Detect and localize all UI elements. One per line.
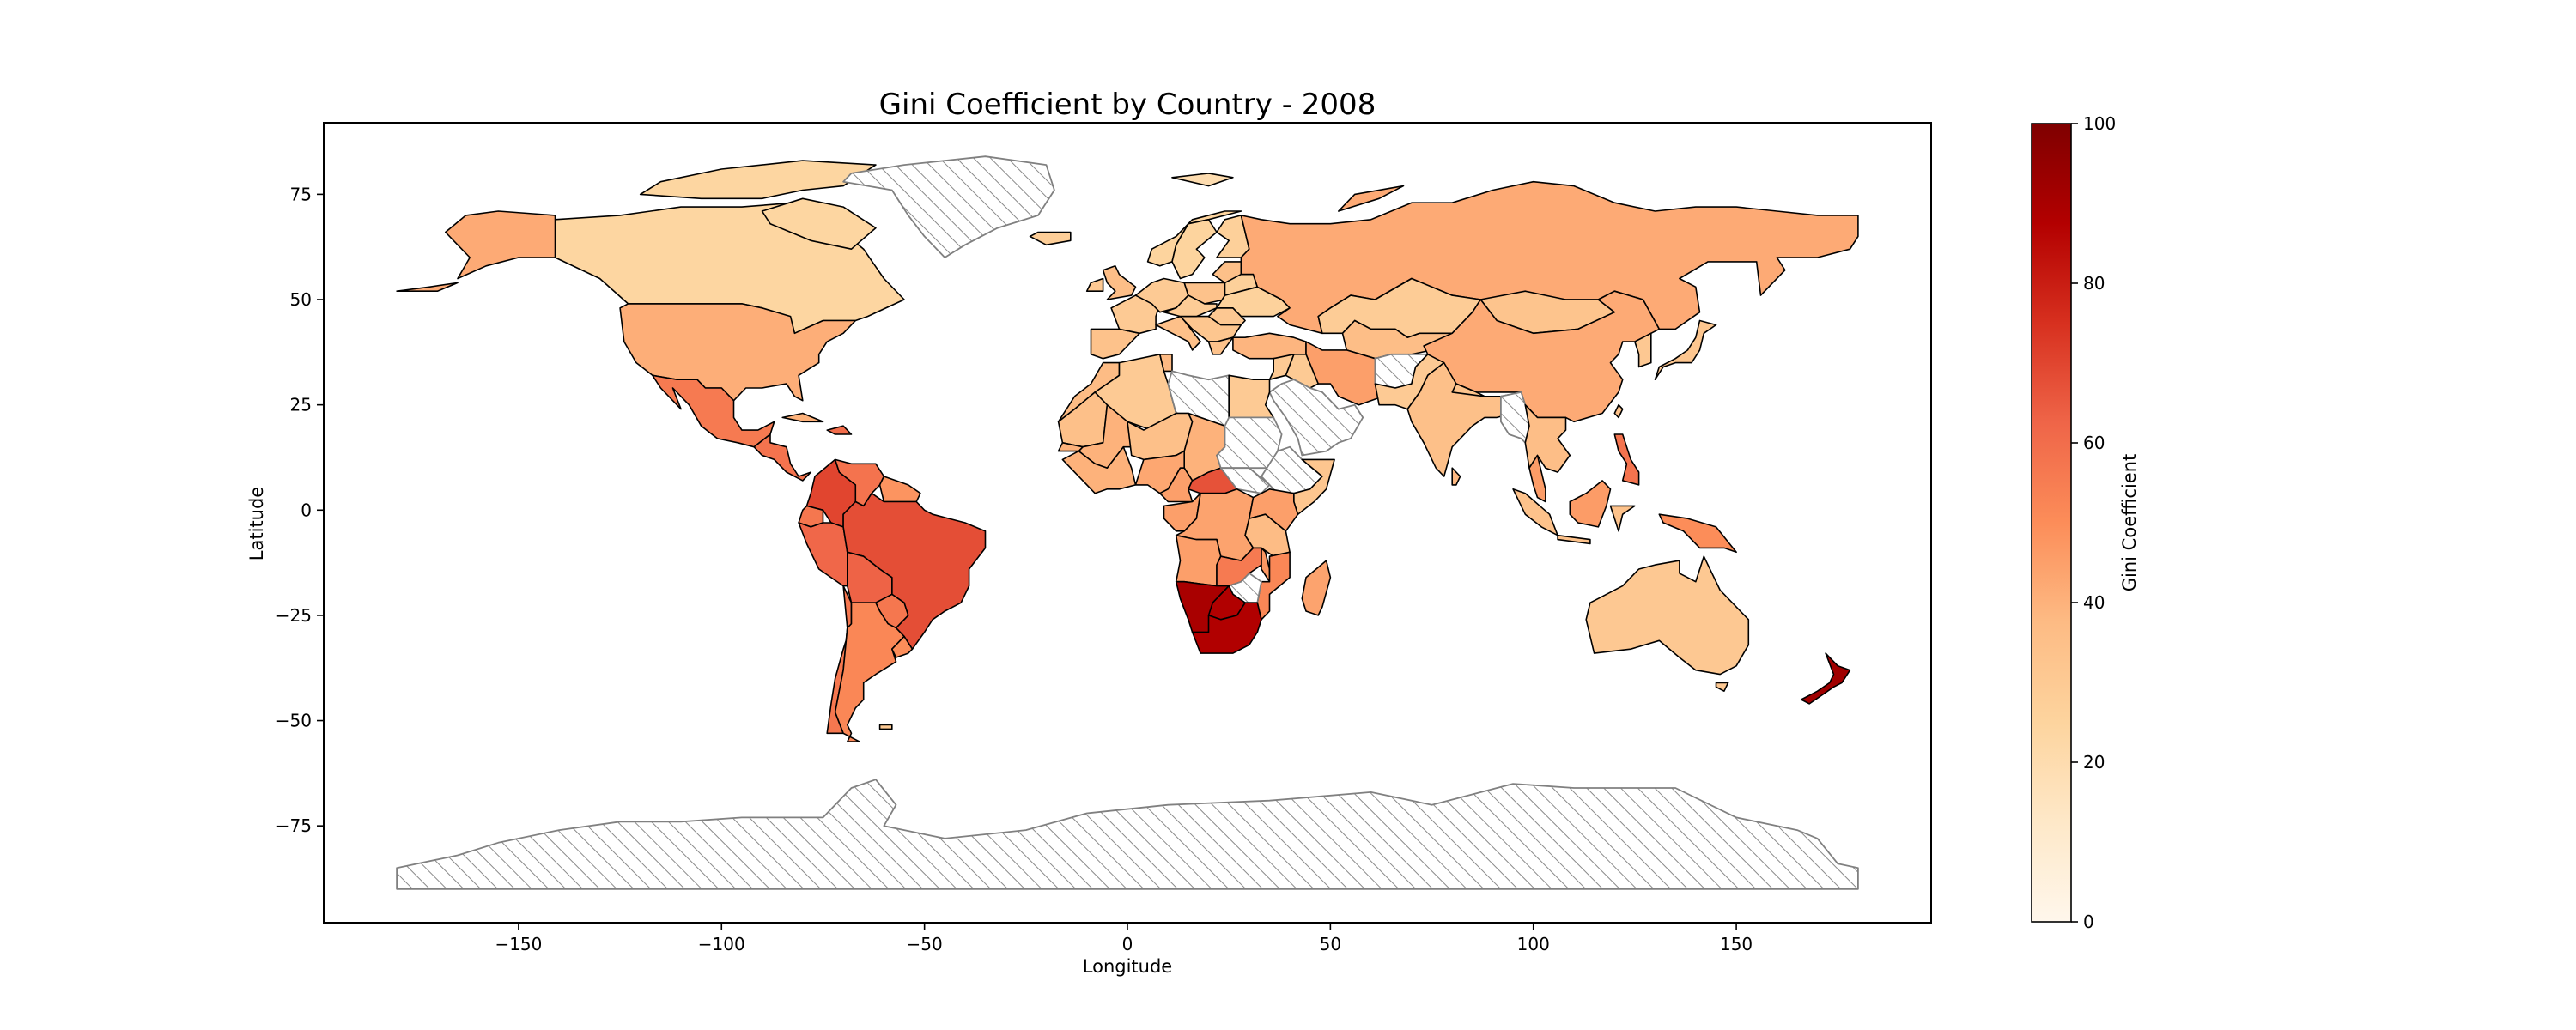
region-uruguay bbox=[891, 635, 914, 658]
region-baffin-island bbox=[761, 197, 877, 251]
region-japan bbox=[1654, 319, 1717, 381]
region-norway bbox=[1146, 210, 1242, 267]
region-west-africa bbox=[1057, 441, 1137, 494]
region-balkans bbox=[1179, 315, 1242, 342]
colorbar-tick-label: 40 bbox=[2083, 592, 2105, 613]
region-iceland bbox=[1029, 231, 1072, 246]
colorbar-label: Gini Coefficient bbox=[2119, 454, 2140, 592]
x-tick-label: −100 bbox=[698, 934, 745, 954]
colorbar-tick-label: 100 bbox=[2083, 113, 2116, 134]
chart-title: Gini Coefficient by Country - 2008 bbox=[879, 88, 1376, 122]
x-tick-label: 50 bbox=[1320, 934, 1341, 954]
x-axis-label: Longitude bbox=[1083, 956, 1172, 977]
colorbar-tick-label: 60 bbox=[2083, 433, 2105, 453]
x-tick-label: 0 bbox=[1122, 934, 1133, 954]
region-angola bbox=[1175, 534, 1222, 587]
region-argentina bbox=[834, 602, 905, 742]
region-south-africa bbox=[1191, 602, 1262, 654]
region-greece bbox=[1207, 336, 1234, 355]
region-australia bbox=[1585, 555, 1750, 676]
x-tick-label: 100 bbox=[1517, 934, 1550, 954]
region-canadian-arctic-islands bbox=[639, 160, 877, 200]
y-tick-label: 25 bbox=[290, 395, 312, 415]
region-tasmania bbox=[1715, 682, 1729, 693]
y-tick-label: 50 bbox=[290, 289, 312, 310]
region-taiwan bbox=[1613, 403, 1624, 419]
region-ireland bbox=[1085, 277, 1104, 293]
region-madagascar bbox=[1301, 560, 1332, 616]
colorbar-tick-label: 20 bbox=[2083, 752, 2105, 772]
region-korea bbox=[1634, 332, 1652, 368]
y-tick-label: 0 bbox=[301, 500, 312, 520]
region-china bbox=[1423, 290, 1661, 423]
region-alaska bbox=[444, 210, 556, 280]
region-egypt bbox=[1228, 374, 1274, 419]
region-malay-peninsula bbox=[1528, 454, 1546, 503]
region-new-guinea bbox=[1658, 513, 1737, 554]
region-antarctica bbox=[396, 779, 1859, 890]
region-guianas bbox=[878, 476, 921, 503]
region-russia bbox=[1240, 180, 1859, 335]
x-tick-label: −50 bbox=[907, 934, 943, 954]
region-indochina bbox=[1524, 403, 1571, 473]
region-cuba bbox=[781, 412, 824, 423]
region-sulawesi bbox=[1609, 505, 1636, 532]
region-sumatra bbox=[1512, 488, 1558, 536]
region-saudi-arabia bbox=[1268, 379, 1364, 457]
region-sudan bbox=[1216, 416, 1283, 470]
region-svalbard bbox=[1171, 173, 1234, 187]
region-central-america bbox=[753, 433, 812, 482]
region-middle-east bbox=[1268, 353, 1295, 381]
y-axis-ticks: 75 50 25 0 −25 −50 −75 bbox=[276, 184, 324, 836]
x-tick-label: −150 bbox=[495, 934, 542, 954]
region-sri-lanka bbox=[1451, 467, 1461, 486]
region-sweden bbox=[1171, 219, 1218, 280]
region-greenland bbox=[842, 155, 1055, 258]
region-peru bbox=[798, 522, 848, 587]
region-iberia bbox=[1090, 328, 1140, 360]
region-borneo bbox=[1569, 480, 1612, 528]
y-tick-label: −75 bbox=[276, 815, 312, 836]
colorbar-gradient bbox=[2031, 123, 2072, 923]
region-new-zealand bbox=[1800, 652, 1851, 705]
plot-area bbox=[323, 122, 1932, 924]
region-united-kingdom bbox=[1102, 264, 1137, 300]
y-tick-label: −50 bbox=[276, 711, 312, 731]
region-aleutians bbox=[396, 282, 459, 293]
region-falklands bbox=[878, 724, 893, 730]
x-axis-ticks: −150 −100 −50 0 50 100 150 bbox=[495, 923, 1753, 954]
region-mexico bbox=[652, 374, 775, 448]
colorbar-ticks: 0 20 40 60 80 100 bbox=[2071, 113, 2116, 932]
colorbar: 0 20 40 60 80 100 Gini Coefficient bbox=[2031, 113, 2140, 932]
region-nepal bbox=[1451, 383, 1485, 397]
y-axis-label: Latitude bbox=[246, 487, 267, 560]
y-tick-label: 75 bbox=[290, 184, 312, 204]
country-regions bbox=[396, 155, 1859, 890]
x-tick-label: 150 bbox=[1720, 934, 1753, 954]
region-novaya-zemlya bbox=[1338, 185, 1405, 212]
colorbar-tick-label: 80 bbox=[2083, 273, 2105, 294]
y-tick-label: −25 bbox=[276, 605, 312, 626]
region-java bbox=[1557, 534, 1591, 545]
region-philippines bbox=[1613, 433, 1640, 486]
colorbar-tick-label: 0 bbox=[2083, 912, 2094, 932]
region-hispaniola bbox=[826, 425, 853, 435]
